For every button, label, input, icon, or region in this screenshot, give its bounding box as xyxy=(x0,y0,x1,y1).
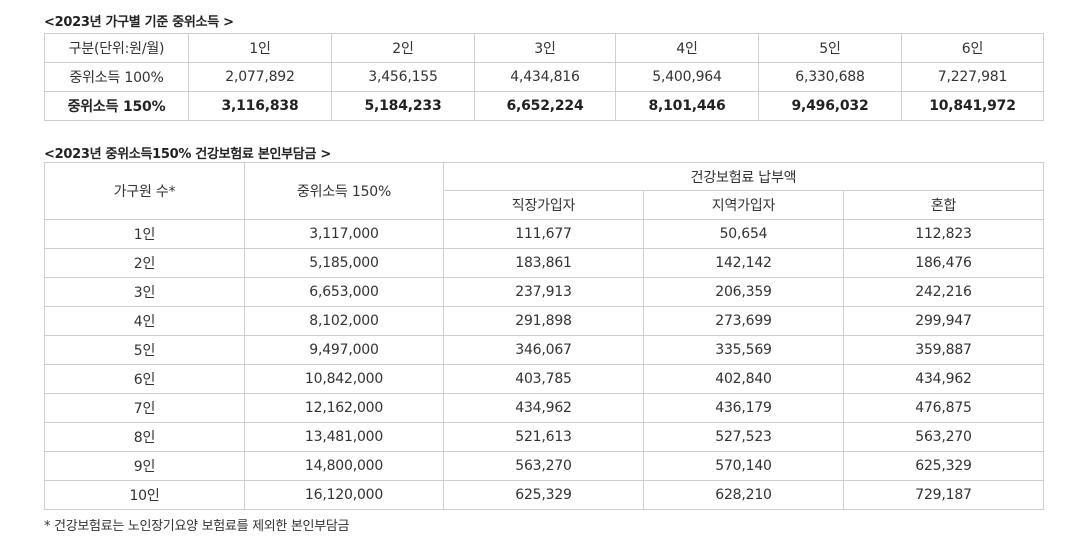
row-label: 2인 xyxy=(44,248,245,278)
header-cell: 4인 xyxy=(615,33,759,63)
table-cell: 563,270 xyxy=(842,422,1045,452)
table-cell: 206,359 xyxy=(643,277,844,307)
table-row: 4인 8,102,000 291,898 273,699 299,947 xyxy=(44,306,1045,336)
header-cell: 2인 xyxy=(331,33,475,63)
table-cell: 5,184,233 xyxy=(331,91,475,121)
table-cell: 183,861 xyxy=(443,248,644,278)
table-cell: 3,116,838 xyxy=(188,91,332,121)
income-table-title: <2023년 가구별 기준 중위소득 > xyxy=(44,15,234,30)
table-cell: 6,653,000 xyxy=(244,277,444,307)
median-income-table: 구분(단위:원/월) 1인 2인 3인 4인 5인 6인 중위소득 100% 2… xyxy=(44,33,1044,121)
header-cell-premium: 건강보험료 납부액 xyxy=(442,162,1045,191)
table-cell: 273,699 xyxy=(643,306,844,336)
table-cell: 2,077,892 xyxy=(188,62,332,92)
row-label: 6인 xyxy=(44,364,245,394)
row-label: 중위소득 100% xyxy=(44,62,189,92)
row-label: 9인 xyxy=(44,451,245,481)
row-label: 8인 xyxy=(44,422,245,452)
table-row: 6인 10,842,000 403,785 402,840 434,962 xyxy=(44,364,1045,394)
table-row: 1인 3,117,000 111,677 50,654 112,823 xyxy=(44,219,1045,249)
table-cell: 14,800,000 xyxy=(244,451,444,481)
table-cell: 729,187 xyxy=(842,480,1045,510)
table-row: 2인 5,185,000 183,861 142,142 186,476 xyxy=(44,248,1045,278)
table-cell: 5,185,000 xyxy=(244,248,444,278)
header-cell: 구분(단위:원/월) xyxy=(44,33,189,63)
table-row: 9인 14,800,000 563,270 570,140 625,329 xyxy=(44,451,1045,481)
table-cell: 237,913 xyxy=(443,277,644,307)
table-cell: 359,887 xyxy=(842,335,1045,365)
table-cell: 6,652,224 xyxy=(474,91,616,121)
insurance-table-body: 1인 3,117,000 111,677 50,654 112,823 2인 5,185,0… xyxy=(44,219,1045,510)
table-cell: 10,841,972 xyxy=(901,91,1044,121)
table-row: 5인 9,497,000 346,067 335,569 359,887 xyxy=(44,335,1045,365)
health-insurance-table: 가구원 수* 중위소득 150% 건강보험료 납부액 직장가입자 지역가입자 혼… xyxy=(44,162,1045,510)
table-cell: 12,162,000 xyxy=(244,393,444,423)
table-cell: 7,227,981 xyxy=(901,62,1044,92)
insurance-table-title: <2023년 중위소득150% 건강보험료 본인부담금 > xyxy=(44,147,331,162)
table-row: 중위소득 150% 3,116,838 5,184,233 6,652,224 … xyxy=(44,91,1044,121)
table-row: 3인 6,653,000 237,913 206,359 242,216 xyxy=(44,277,1045,307)
header-cell-members: 가구원 수* xyxy=(44,162,245,220)
table-cell: 299,947 xyxy=(842,306,1045,336)
row-label: 1인 xyxy=(44,219,245,249)
header-cell: 5인 xyxy=(758,33,902,63)
table-cell: 142,142 xyxy=(643,248,844,278)
header-cell: 6인 xyxy=(901,33,1044,63)
table-row: 10인 16,120,000 625,329 628,210 729,187 xyxy=(44,480,1045,510)
table-cell: 335,569 xyxy=(643,335,844,365)
table-cell: 3,117,000 xyxy=(244,219,444,249)
row-label: 중위소득 150% xyxy=(44,91,189,121)
table-cell: 13,481,000 xyxy=(244,422,444,452)
table-header-row: 구분(단위:원/월) 1인 2인 3인 4인 5인 6인 xyxy=(44,33,1044,63)
table-cell: 112,823 xyxy=(842,219,1045,249)
table-cell: 521,613 xyxy=(443,422,644,452)
table-cell: 10,842,000 xyxy=(244,364,444,394)
header-cell: 3인 xyxy=(474,33,616,63)
row-label: 3인 xyxy=(44,277,245,307)
table-cell: 625,329 xyxy=(443,480,644,510)
table-cell: 186,476 xyxy=(842,248,1045,278)
table-cell: 403,785 xyxy=(443,364,644,394)
table-cell: 111,677 xyxy=(443,219,644,249)
table-cell: 242,216 xyxy=(842,277,1045,307)
table-cell: 476,875 xyxy=(842,393,1045,423)
table-cell: 570,140 xyxy=(643,451,844,481)
table-cell: 563,270 xyxy=(443,451,644,481)
header-cell: 1인 xyxy=(188,33,332,63)
header-cell-workplace: 직장가입자 xyxy=(443,190,644,220)
table-cell: 8,101,446 xyxy=(615,91,759,121)
table-cell: 625,329 xyxy=(842,451,1045,481)
table-cell: 434,962 xyxy=(443,393,644,423)
row-label: 5인 xyxy=(44,335,245,365)
table-cell: 628,210 xyxy=(643,480,844,510)
table-cell: 8,102,000 xyxy=(244,306,444,336)
table-cell: 402,840 xyxy=(643,364,844,394)
table-cell: 4,434,816 xyxy=(474,62,616,92)
table-cell: 9,496,032 xyxy=(758,91,902,121)
table-cell: 346,067 xyxy=(443,335,644,365)
table-cell: 5,400,964 xyxy=(615,62,759,92)
table-cell: 50,654 xyxy=(643,219,844,249)
row-label: 7인 xyxy=(44,393,245,423)
row-label: 10인 xyxy=(44,480,245,510)
table-cell: 6,330,688 xyxy=(758,62,902,92)
table-cell: 436,179 xyxy=(643,393,844,423)
table-row: 8인 13,481,000 521,613 527,523 563,270 xyxy=(44,422,1045,452)
table-header-row: 가구원 수* 중위소득 150% 건강보험료 납부액 xyxy=(44,162,1045,220)
row-label: 4인 xyxy=(44,306,245,336)
header-cell-regional: 지역가입자 xyxy=(643,190,844,220)
header-cell-income: 중위소득 150% xyxy=(244,162,444,220)
footnote: * 건강보험료는 노인장기요양 보험료를 제외한 본인부담금 xyxy=(44,519,350,534)
table-row: 중위소득 100% 2,077,892 3,456,155 4,434,816 … xyxy=(44,62,1044,92)
table-cell: 434,962 xyxy=(842,364,1045,394)
table-row: 7인 12,162,000 434,962 436,179 476,875 xyxy=(44,393,1045,423)
table-header-row: 직장가입자 지역가입자 혼합 xyxy=(45,190,1045,220)
table-cell: 291,898 xyxy=(443,306,644,336)
header-cell-mixed: 혼합 xyxy=(842,190,1045,220)
table-cell: 527,523 xyxy=(643,422,844,452)
table-cell: 3,456,155 xyxy=(331,62,475,92)
table-cell: 16,120,000 xyxy=(244,480,444,510)
table-cell: 9,497,000 xyxy=(244,335,444,365)
